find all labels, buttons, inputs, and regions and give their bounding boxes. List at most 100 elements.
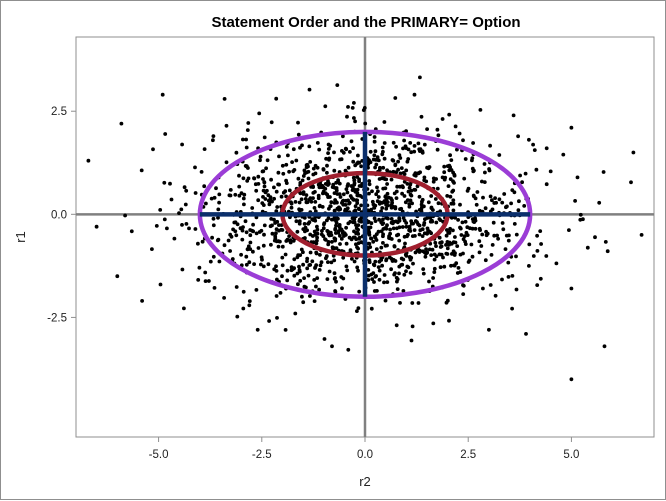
data-point (382, 120, 387, 124)
x-tick-label: 0.0 (357, 449, 373, 461)
data-point (382, 156, 387, 161)
data-point (237, 184, 242, 189)
data-point (222, 296, 227, 300)
data-point (285, 278, 290, 283)
data-point (119, 121, 124, 126)
data-point (504, 233, 509, 238)
data-point (422, 142, 427, 147)
data-point (199, 170, 204, 174)
data-point (423, 217, 427, 222)
data-point (351, 235, 356, 240)
data-point (272, 217, 276, 222)
data-point (488, 143, 492, 148)
data-point (211, 223, 216, 228)
data-point (299, 197, 304, 202)
data-point (182, 185, 187, 190)
data-point (353, 119, 357, 124)
data-point (389, 267, 393, 272)
data-point (379, 229, 384, 234)
data-point (395, 184, 400, 189)
data-point (372, 263, 377, 268)
data-point (262, 232, 266, 237)
data-point (291, 147, 296, 152)
data-point (333, 290, 338, 294)
data-point (139, 168, 144, 173)
data-point (457, 131, 462, 136)
data-point (315, 276, 320, 280)
data-point (434, 244, 438, 249)
data-point (393, 96, 398, 100)
data-point (381, 217, 385, 222)
data-point (432, 270, 437, 274)
data-point (382, 280, 386, 285)
data-point (260, 201, 265, 206)
data-point (207, 279, 211, 283)
data-point (450, 189, 455, 194)
data-point (307, 197, 312, 202)
data-point (193, 191, 198, 195)
data-point (402, 272, 407, 277)
data-point (409, 221, 414, 226)
y-tick-label: 2.5 (51, 106, 67, 118)
data-point (349, 139, 354, 144)
data-point (375, 199, 380, 204)
data-point (283, 328, 288, 332)
data-point (245, 179, 250, 183)
data-point (445, 228, 449, 232)
data-point (346, 198, 350, 203)
data-point (440, 117, 445, 121)
data-point (224, 123, 229, 128)
data-point (314, 284, 318, 289)
data-point (379, 245, 384, 250)
data-point (323, 238, 328, 242)
data-point (363, 121, 368, 126)
data-point (259, 262, 263, 267)
data-point (458, 226, 463, 231)
data-point (404, 168, 409, 173)
data-point (334, 186, 339, 190)
data-point (346, 347, 351, 352)
data-point (480, 179, 484, 184)
data-point (462, 234, 467, 239)
data-point (432, 266, 437, 271)
data-point (335, 83, 340, 87)
data-point (506, 260, 511, 265)
data-point (261, 195, 265, 199)
data-point (392, 272, 397, 277)
data-point (327, 156, 332, 161)
data-point (243, 219, 248, 224)
data-point (355, 187, 360, 192)
data-point (298, 181, 303, 185)
data-point (383, 243, 388, 248)
data-point (535, 283, 540, 287)
data-point (217, 200, 222, 205)
data-point (447, 168, 452, 173)
data-point (377, 201, 382, 206)
data-point (357, 207, 361, 212)
data-point (399, 166, 404, 171)
data-point (217, 259, 222, 264)
data-point (395, 233, 399, 238)
data-point (277, 182, 281, 187)
data-point (242, 192, 247, 197)
data-point (317, 204, 322, 209)
data-point (356, 153, 360, 158)
data-point (487, 327, 491, 332)
data-point (280, 255, 285, 260)
data-point (169, 197, 174, 202)
data-point (324, 256, 328, 261)
data-point (315, 224, 319, 229)
data-point (451, 201, 456, 206)
data-point (323, 186, 328, 191)
data-point (524, 332, 528, 336)
data-point (405, 182, 410, 186)
data-point (280, 263, 285, 268)
data-point (315, 235, 319, 240)
data-point (601, 170, 606, 174)
data-point (123, 213, 127, 218)
data-point (445, 246, 450, 251)
data-point (421, 271, 426, 276)
data-point (258, 154, 263, 159)
data-point (211, 216, 216, 221)
data-point (402, 234, 407, 239)
